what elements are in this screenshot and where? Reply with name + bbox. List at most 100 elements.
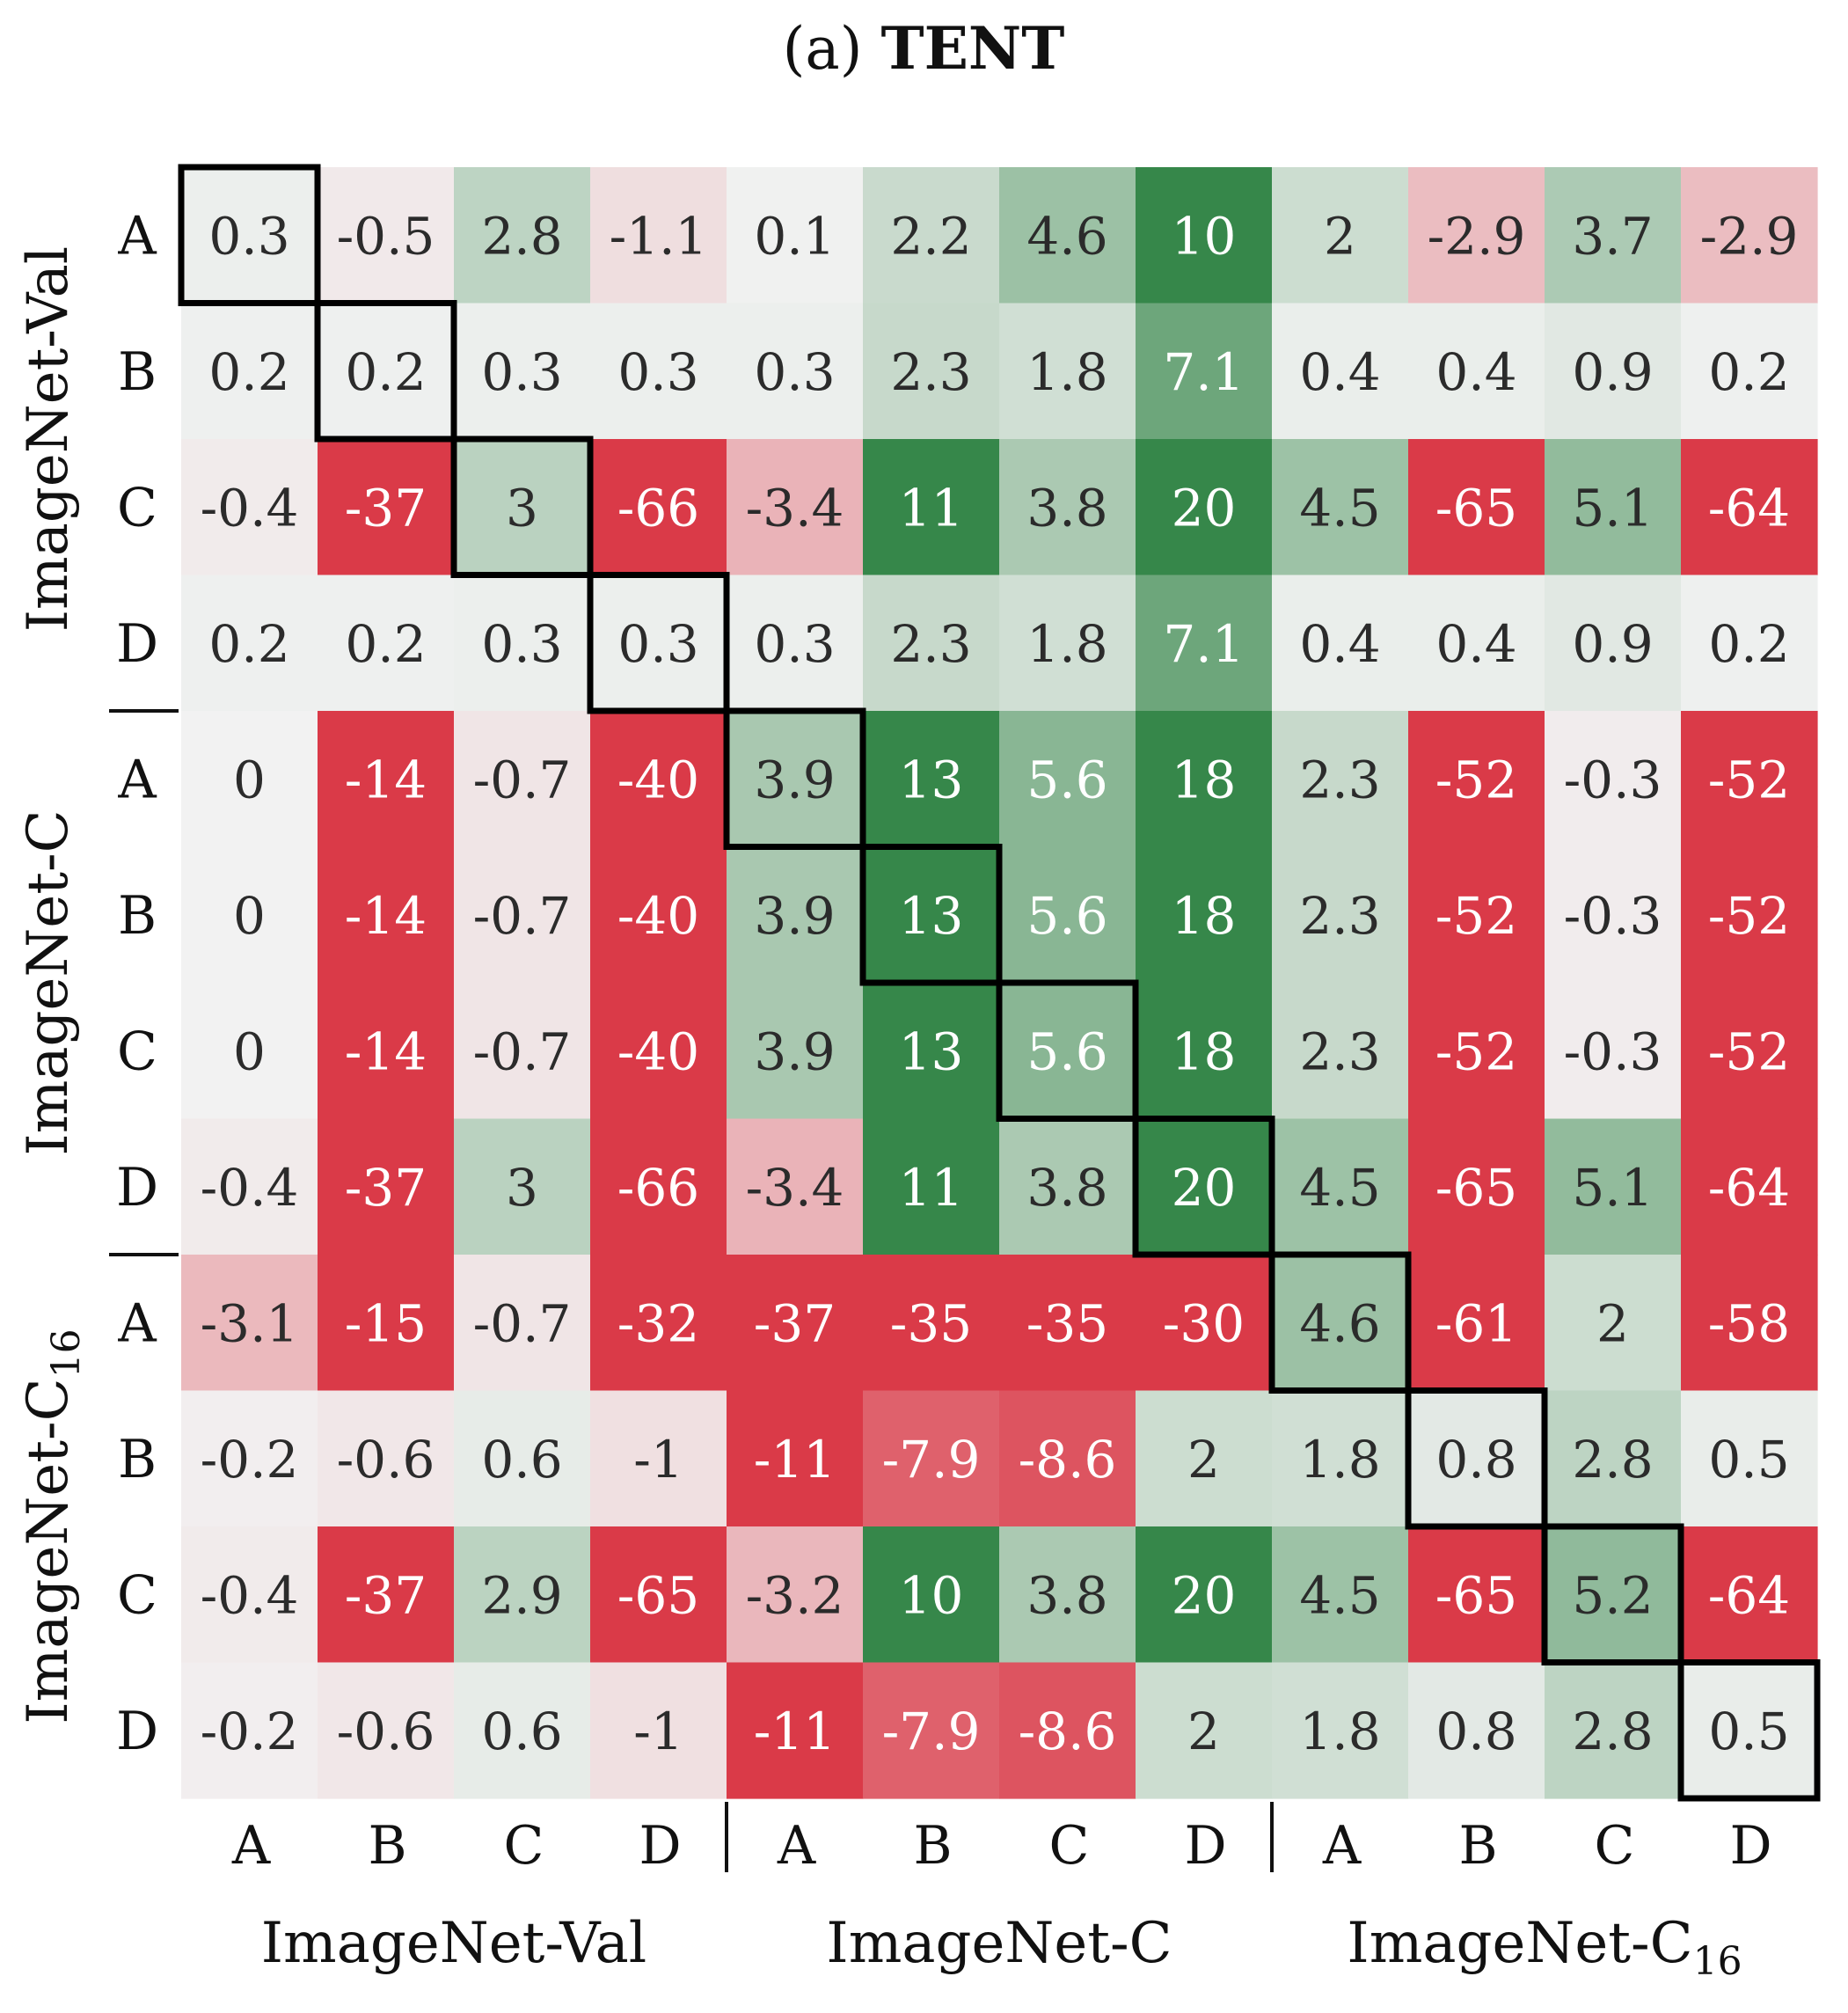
- heatmap-cell: [1408, 1255, 1545, 1392]
- heatmap-cell: [181, 711, 318, 848]
- cell-value-label: 0.3: [481, 614, 562, 674]
- diagonal-box: [178, 164, 321, 306]
- cell-value-label: 0: [233, 750, 266, 809]
- heatmap-cell: [1272, 303, 1409, 440]
- cell-value-label: -14: [345, 886, 427, 946]
- cell-value-label: 13: [899, 886, 964, 946]
- cell-value-label: -52: [1708, 750, 1790, 809]
- cell-value-label: -30: [1163, 1293, 1245, 1353]
- heatmap-cell: [727, 1255, 864, 1392]
- heatmap-cell: [863, 983, 1000, 1120]
- cell-value-label: -0.7: [473, 1293, 572, 1353]
- heatmap-cell: [590, 1255, 727, 1392]
- heatmap-cell: [590, 303, 727, 440]
- heatmap-cell: [1408, 303, 1545, 440]
- heatmap-cell: [727, 983, 864, 1120]
- cell-value-label: -64: [1708, 478, 1790, 538]
- heatmap-cell: [181, 575, 318, 712]
- heatmap-cell: [454, 1526, 591, 1664]
- heatmap-cell: [1545, 575, 1682, 712]
- heatmap-cell: [1681, 167, 1818, 304]
- heatmap-cell: [590, 1526, 727, 1664]
- cell-value-label: 1.8: [1299, 1702, 1380, 1761]
- heatmap-cell: [318, 846, 455, 984]
- cell-value-label: 0.3: [754, 614, 835, 674]
- cell-value-label: -15: [345, 1293, 427, 1353]
- cell-value-label: -1: [633, 1702, 683, 1761]
- heatmap-cell: [863, 439, 1000, 576]
- heatmap-cell: [318, 1118, 455, 1255]
- cell-value-label: -3.4: [746, 478, 844, 538]
- cell-value-label: 0.3: [754, 342, 835, 402]
- heatmap-cell: [727, 1526, 864, 1664]
- heatmap-cell: [590, 1662, 727, 1799]
- heatmap-cell: [1681, 303, 1818, 440]
- heatmap-cell: [454, 439, 591, 576]
- cell-value-label: -66: [617, 1158, 699, 1218]
- heatmap-cell: [1136, 1526, 1273, 1664]
- cell-value-label: 0.6: [481, 1702, 562, 1761]
- cell-value-label: 13: [899, 1021, 964, 1081]
- heatmap-cell: [454, 983, 591, 1120]
- row-group-name: ImageNet-Val: [16, 246, 81, 633]
- cell-value-label: 2: [1187, 1702, 1220, 1761]
- heatmap-cell: [454, 1255, 591, 1392]
- heatmap-cell: [181, 983, 318, 1120]
- heatmap-cell: [1408, 983, 1545, 1120]
- cell-value-label: -58: [1708, 1293, 1790, 1353]
- cell-value-label: 0: [233, 1021, 266, 1081]
- cell-value-label: -37: [345, 1565, 427, 1625]
- heatmap-cell: [1136, 439, 1273, 576]
- row-tick-label: B: [118, 1429, 157, 1490]
- heatmap-cell: [1545, 439, 1682, 576]
- cell-value-label: 2: [1187, 1430, 1220, 1490]
- row-tick-label: A: [117, 749, 157, 810]
- row-group-name: ImageNet-C: [16, 809, 81, 1155]
- heatmap-cell: [1136, 303, 1273, 440]
- cell-value-label: -61: [1435, 1293, 1517, 1353]
- cell-value-label: -3.1: [201, 1293, 299, 1353]
- heatmap-cell: [863, 711, 1000, 848]
- heatmap-cell: [1681, 439, 1818, 576]
- col-group-subscript: 16: [1693, 1939, 1742, 1984]
- row-group-name: ImageNet-C: [16, 1378, 81, 1724]
- heatmap-cell: [1272, 439, 1409, 576]
- diagonal-box: [1268, 1251, 1412, 1394]
- diagonal-box: [450, 436, 594, 578]
- heatmap-cell: [1136, 1662, 1273, 1799]
- heatmap-cell: [181, 1662, 318, 1799]
- col-tick-label: D: [1184, 1815, 1226, 1877]
- heatmap-cell: [1272, 1390, 1409, 1527]
- heatmap-cell: [1545, 1662, 1682, 1799]
- title-bold: TENT: [880, 14, 1064, 83]
- cell-value-label: 1.8: [1026, 614, 1107, 674]
- cell-value-label: -35: [890, 1293, 972, 1353]
- cell-value-label: 0.2: [345, 342, 426, 402]
- cell-value-label: -0.2: [201, 1702, 299, 1761]
- heatmap-cell: [727, 575, 864, 712]
- heatmap-cell: [181, 303, 318, 440]
- cell-value-label: 2.9: [481, 1565, 562, 1625]
- heatmap-cell: [590, 1390, 727, 1527]
- cell-value-label: -3.2: [746, 1565, 844, 1625]
- row-group-wrapper: ImageNet-Val: [16, 246, 81, 633]
- heatmap-cell: [1545, 1255, 1682, 1392]
- cell-value-label: -65: [1435, 1565, 1517, 1625]
- cell-value-label: -37: [754, 1293, 836, 1353]
- heatmap-cell: [1681, 983, 1818, 1120]
- heatmap-cell: [999, 167, 1136, 304]
- heatmap-cell: [454, 711, 591, 848]
- row-tick-label: A: [117, 205, 157, 267]
- heatmap-cell: [1136, 167, 1273, 304]
- cell-value-label: 5.2: [1572, 1565, 1653, 1625]
- cell-value-label: 11: [899, 1158, 964, 1218]
- heatmap-cell: [999, 1118, 1136, 1255]
- cell-value-label: -2.9: [1428, 206, 1526, 266]
- col-tick-label: C: [1049, 1815, 1090, 1877]
- cell-value-label: 10: [899, 1565, 964, 1625]
- heatmap-cells: 0.3 -0.5 2.8 -1.1 0.1 2.2 4.6 10 2 -2.9 3.7 -2.9 0.2…: [181, 167, 1818, 1799]
- cell-value-label: 0.3: [208, 206, 289, 266]
- row-tick-label: B: [118, 885, 157, 947]
- cell-value-label: -64: [1708, 1158, 1790, 1218]
- heatmap-cell: [1408, 439, 1545, 576]
